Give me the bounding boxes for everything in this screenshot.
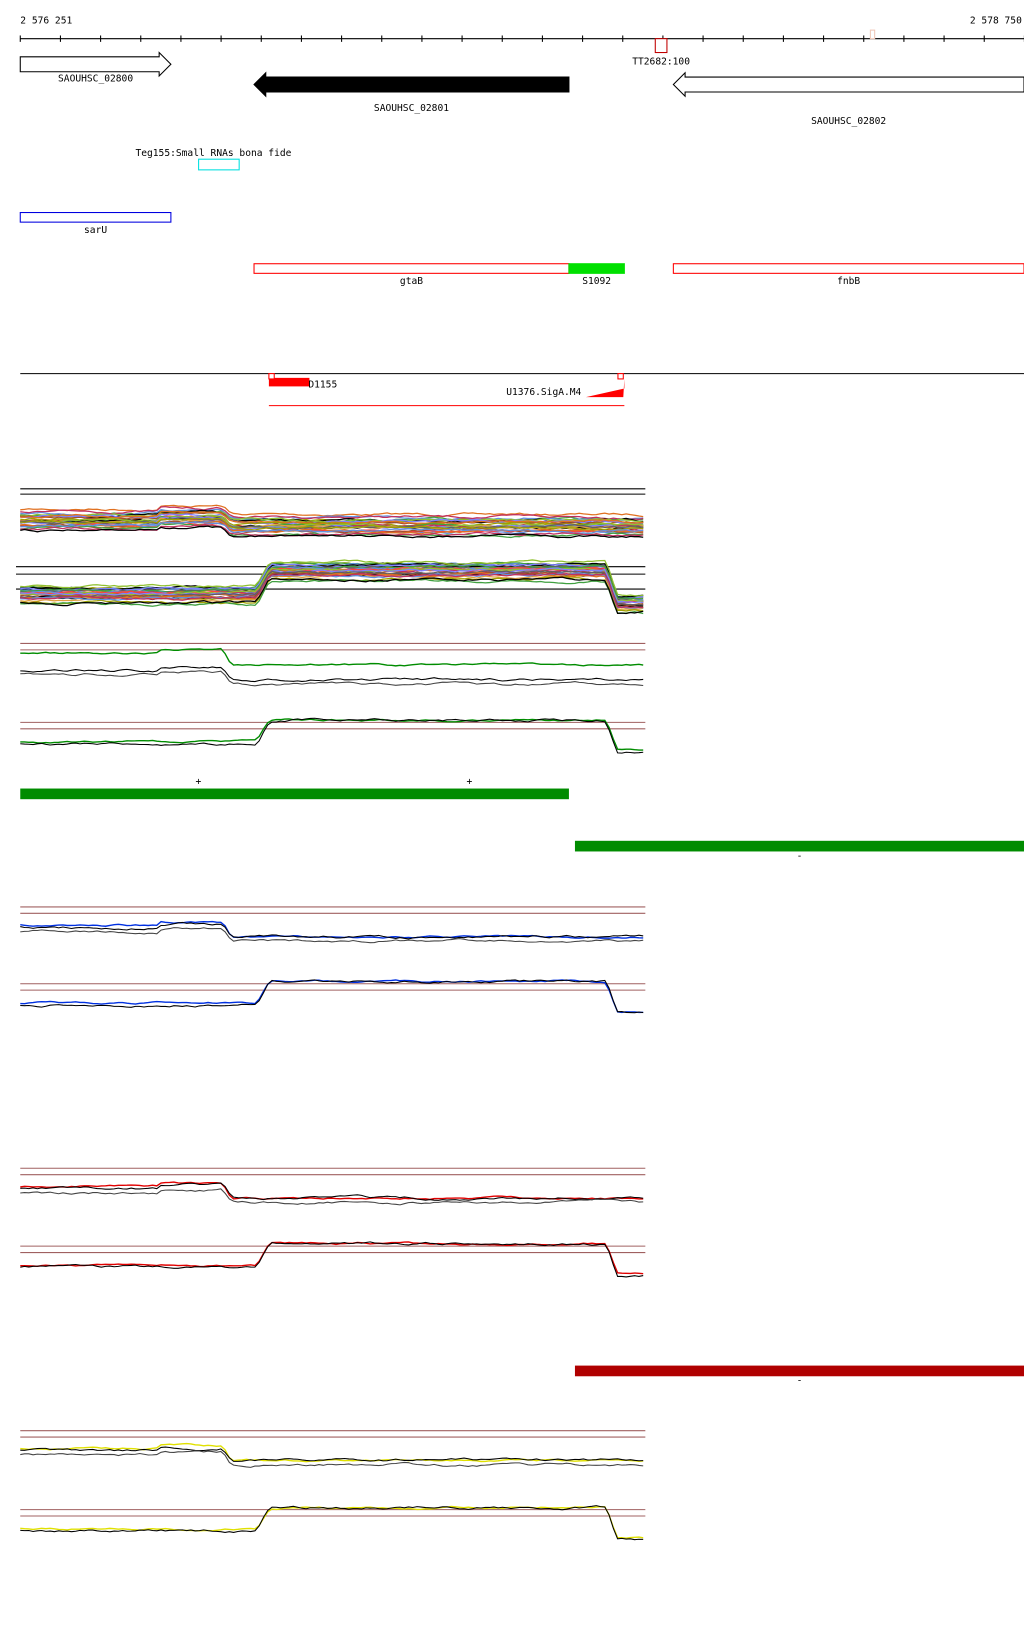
d1155-block[interactable] [268,377,310,387]
condition-trace-top [20,647,644,667]
condition-trace-bottom [20,1241,644,1275]
sample-trace [20,525,644,539]
srna-box[interactable] [198,158,240,171]
ruler-marker [869,29,876,40]
strand-mark: - [797,1376,803,1387]
ruler-end-label: 2 578 750 [970,16,1022,27]
operon-label: gtaB [400,276,423,287]
terminator-feature[interactable]: TT2682:100 [632,38,690,68]
condition-trace-bottom [20,718,644,751]
saru-box[interactable] [19,212,172,223]
ruler-start-label: 2 576 251 [20,16,72,27]
control-trace-bottom [20,1505,644,1541]
saru-feature[interactable]: sarU [19,212,172,236]
expression-bar-minus[interactable] [574,1365,1024,1377]
transcript-track[interactable]: D1155 U1376.SigA.M4 [268,373,625,407]
strand-mark: + [196,776,202,787]
strand-mark: - [797,851,803,862]
sample-trace [20,567,644,604]
control-trace-top [20,670,644,687]
sample-trace [20,521,644,534]
control-trace-bottom [20,717,644,754]
u1376-ramp[interactable] [585,378,625,398]
d1155-start-marker [268,373,275,380]
gene-arrow-saouhsc_02801[interactable] [253,71,570,98]
sample-trace [20,517,644,531]
control-trace-bottom [20,979,644,1014]
sample-trace [20,520,644,535]
gene-arrow-saouhsc_02800[interactable] [19,51,172,78]
sample-trace [20,559,644,597]
control-trace-top [20,1450,644,1468]
gene-label: SAOUHSC_02800 [58,73,133,84]
sample-trace [20,510,644,525]
gene-arrow-saouhsc_02802[interactable] [672,71,1024,98]
operon-track: gtaB S1092 fnbB [253,263,1024,287]
condition-trace-top [20,1181,644,1201]
expression-tracks [16,488,646,1541]
operon-box-s1092[interactable] [568,263,625,274]
expression-bar-plus[interactable] [20,788,569,800]
operon-box-fnbb[interactable] [672,263,1024,274]
sample-trace [20,562,644,598]
u1376-end-marker [617,373,624,380]
srna-feature[interactable]: Teg155:Small RNAs bona fide [135,148,292,171]
operon-box-gtab[interactable] [253,263,570,274]
u1376-label: U1376.SigA.M4 [506,387,581,398]
gene-track: SAOUHSC_02800 SAOUHSC_02801 SAOUHSC_02802 [19,51,1024,127]
control-trace-top [20,1188,644,1206]
gene-label: SAOUHSC_02801 [374,103,449,114]
sample-trace [20,572,644,609]
expression-bars: + + - - [20,776,1024,1387]
sample-trace [20,504,644,518]
saru-label: sarU [84,225,107,236]
sample-trace [20,569,644,606]
gene-label: SAOUHSC_02802 [811,116,886,127]
operon-label: S1092 [582,276,611,287]
sample-trace [20,514,644,530]
srna-label: Teg155:Small RNAs bona fide [135,148,291,159]
condition-trace-bottom [20,1505,644,1539]
sample-trace [20,576,644,615]
coordinate-ruler: 2 576 251 2 578 750 [19,16,1024,42]
condition-trace-bottom [20,979,644,1014]
operon-label: fnbB [837,276,860,287]
control-trace-top [20,665,644,683]
d1155-label: D1155 [308,379,337,390]
terminator-box[interactable] [654,38,668,54]
control-trace-bottom [20,1241,644,1278]
strand-mark: + [466,776,472,787]
sample-trace [20,505,644,521]
control-trace-top [20,1446,644,1462]
terminator-label: TT2682:100 [632,56,690,67]
control-trace-top [20,927,644,944]
expression-bar-minus[interactable] [574,840,1024,852]
control-trace-top [20,921,644,940]
control-trace-top [20,1182,644,1201]
